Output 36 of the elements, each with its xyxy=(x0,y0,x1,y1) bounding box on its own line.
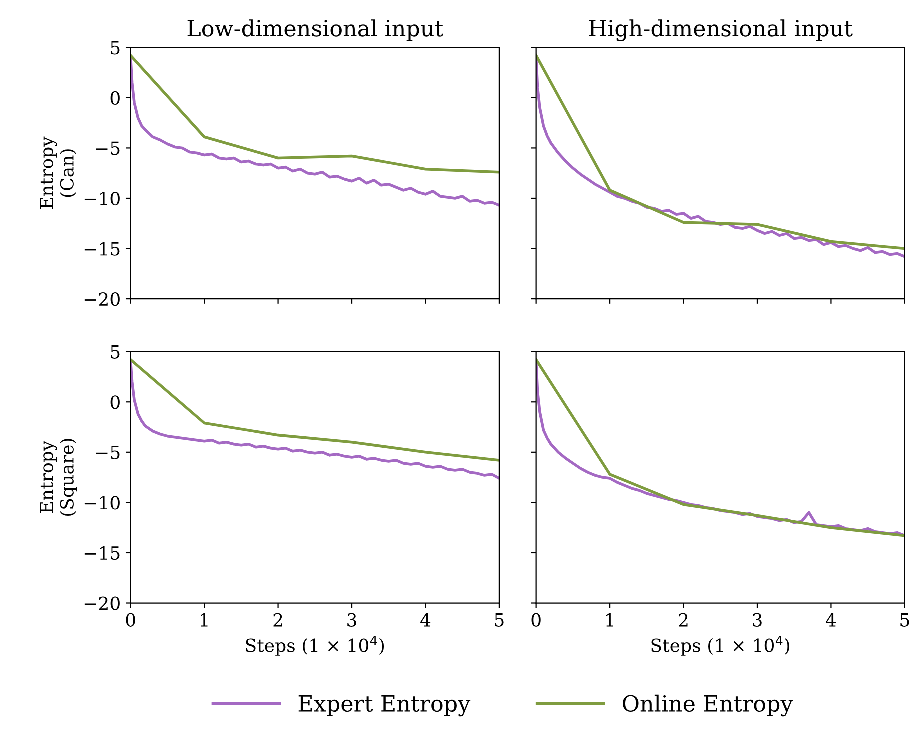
y-tick-label: −5 xyxy=(96,446,120,460)
x-tick-label: 0 xyxy=(126,613,136,627)
legend-label: Expert Entropy xyxy=(298,696,471,717)
y-tick-label: 0 xyxy=(110,91,120,106)
y-tick-label: −15 xyxy=(84,546,120,560)
x-tick-label: 5 xyxy=(495,614,504,627)
y-tick-label: −10 xyxy=(84,496,120,510)
y-tick-label: −10 xyxy=(84,192,120,206)
x-tick-label: 5 xyxy=(900,614,910,627)
legend-label: Online Entropy xyxy=(623,694,794,717)
x-tick-label: 3 xyxy=(348,613,356,627)
y-tick-label: −15 xyxy=(84,242,120,256)
x-tick-label: 1 xyxy=(201,613,208,627)
y-axis-title: Entropy (Can) xyxy=(40,136,77,210)
line-series xyxy=(130,54,500,174)
x-tick-label: 1 xyxy=(606,613,614,627)
x-tick-label: 0 xyxy=(532,613,541,627)
line-series xyxy=(130,56,500,207)
y-tick-label: −20 xyxy=(84,292,120,306)
x-axis-title: Steps (1 × 10$^{4}$) xyxy=(652,636,790,656)
x-tick-label: 4 xyxy=(826,613,836,627)
x-tick-label: 3 xyxy=(753,613,762,627)
y-axis-title: Entropy (Square) xyxy=(40,439,78,516)
y-tick-label: −5 xyxy=(96,142,120,156)
x-tick-label: 2 xyxy=(679,613,688,627)
x-tick-label: 2 xyxy=(274,613,282,627)
x-axis-title: Steps (1 × 10$^{4}$) xyxy=(246,636,384,656)
x-tick-label: 4 xyxy=(420,613,431,627)
chart-title: Low-dimensional input xyxy=(188,20,444,42)
y-tick-label: −20 xyxy=(84,596,120,610)
line-series xyxy=(130,358,500,462)
y-tick-label: 5 xyxy=(111,346,120,359)
chart-title: High-dimensional input xyxy=(589,20,853,42)
line-series xyxy=(130,360,500,480)
y-tick-label: 5 xyxy=(111,41,120,55)
y-tick-label: 0 xyxy=(110,396,120,410)
